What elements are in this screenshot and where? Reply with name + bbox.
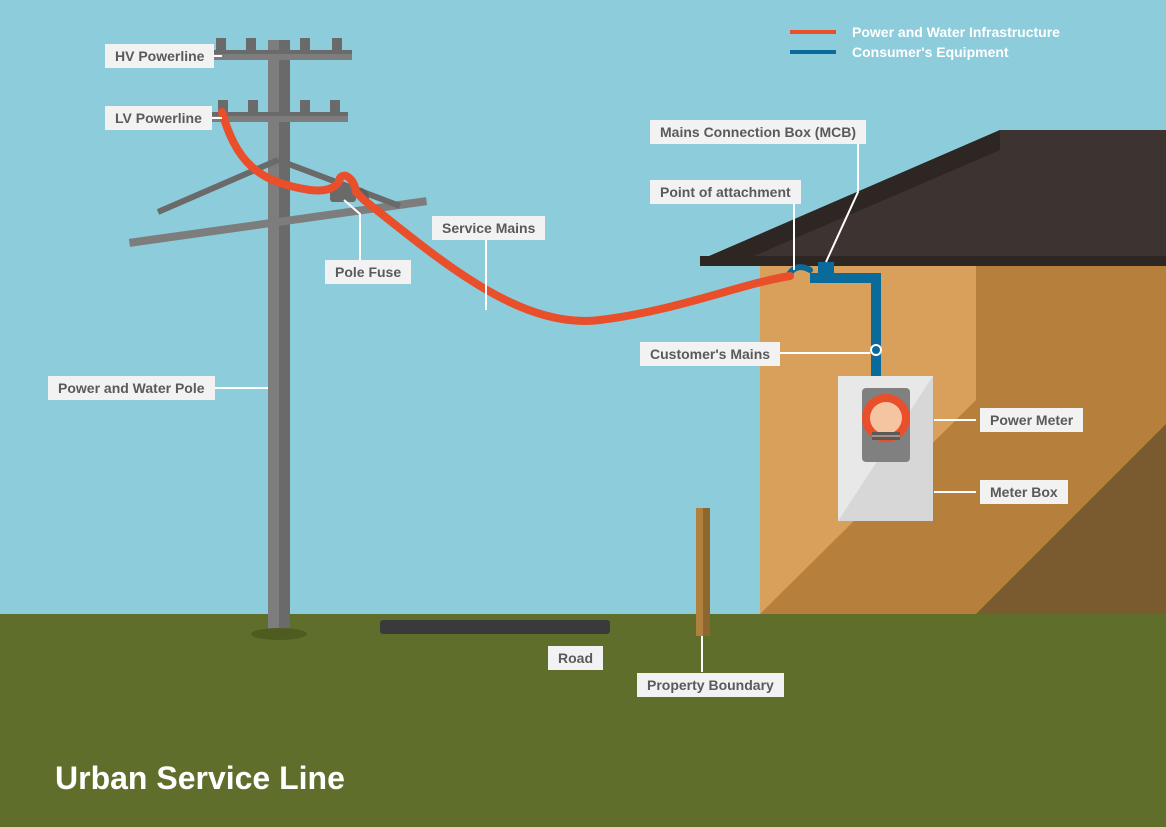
label-power-meter: Power Meter [980, 408, 1083, 432]
label-cust-mains: Customer's Mains [640, 342, 780, 366]
legend-swatch-consumer [790, 50, 836, 54]
label-hv-powerline: HV Powerline [105, 44, 214, 68]
legend: Power and Water Infrastructure Consumer'… [790, 24, 1060, 60]
label-pw-pole: Power and Water Pole [48, 376, 215, 400]
label-pole-fuse: Pole Fuse [325, 260, 411, 284]
label-poa: Point of attachment [650, 180, 801, 204]
legend-label-consumer: Consumer's Equipment [852, 44, 1009, 60]
meter-box-group [838, 376, 933, 521]
label-road: Road [548, 646, 603, 670]
legend-label-infra: Power and Water Infrastructure [852, 24, 1060, 40]
label-lv-powerline: LV Powerline [105, 106, 212, 130]
legend-item-consumer: Consumer's Equipment [790, 44, 1060, 60]
label-property-boundary: Property Boundary [637, 673, 784, 697]
diagram-canvas: Power and Water Infrastructure Consumer'… [0, 0, 1166, 827]
label-meter-box: Meter Box [980, 480, 1068, 504]
diagram-title: Urban Service Line [55, 760, 345, 797]
legend-swatch-infra [790, 30, 836, 34]
road [380, 620, 610, 634]
label-mcb: Mains Connection Box (MCB) [650, 120, 866, 144]
label-service-mains: Service Mains [432, 216, 545, 240]
property-boundary [696, 508, 710, 636]
legend-item-infra: Power and Water Infrastructure [790, 24, 1060, 40]
